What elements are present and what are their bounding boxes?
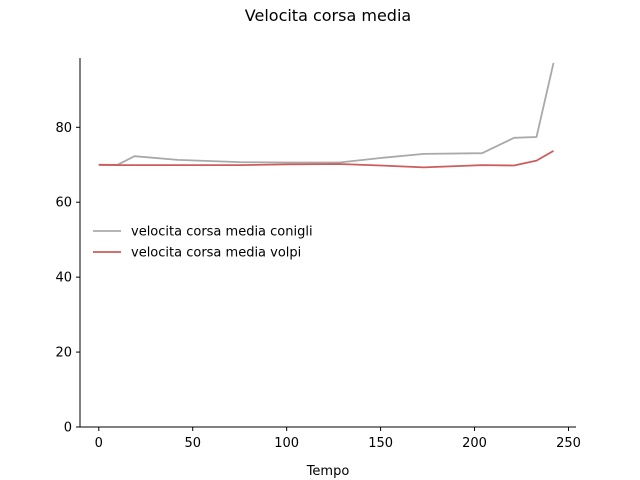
x-tick-label: 250 xyxy=(556,436,581,451)
y-tick-label: 60 xyxy=(55,196,72,211)
legend-label: velocita corsa media conigli xyxy=(131,225,313,240)
axes: 0 50 100 150 200 250 0 20 40 60 80 xyxy=(55,58,581,451)
x-tick-label: 150 xyxy=(368,436,393,451)
series-layer xyxy=(98,62,555,169)
legend-label: velocita corsa media volpi xyxy=(131,246,301,261)
series-line-conigli xyxy=(98,62,555,166)
legend: velocita corsa media conigli velocita cor… xyxy=(93,225,313,261)
x-axis-label: Tempo xyxy=(306,464,350,479)
y-tick-label: 40 xyxy=(55,271,72,286)
y-tick-label: 0 xyxy=(64,421,72,436)
x-tick-label: 100 xyxy=(274,436,299,451)
x-tick-label: 0 xyxy=(95,436,103,451)
series-line-volpi xyxy=(98,150,554,169)
y-tick-label: 20 xyxy=(55,346,72,361)
x-tick-label: 200 xyxy=(462,436,487,451)
chart-title: Velocita corsa media xyxy=(245,6,411,25)
y-tick-label: 80 xyxy=(55,121,72,136)
x-tick-label: 50 xyxy=(184,436,201,451)
